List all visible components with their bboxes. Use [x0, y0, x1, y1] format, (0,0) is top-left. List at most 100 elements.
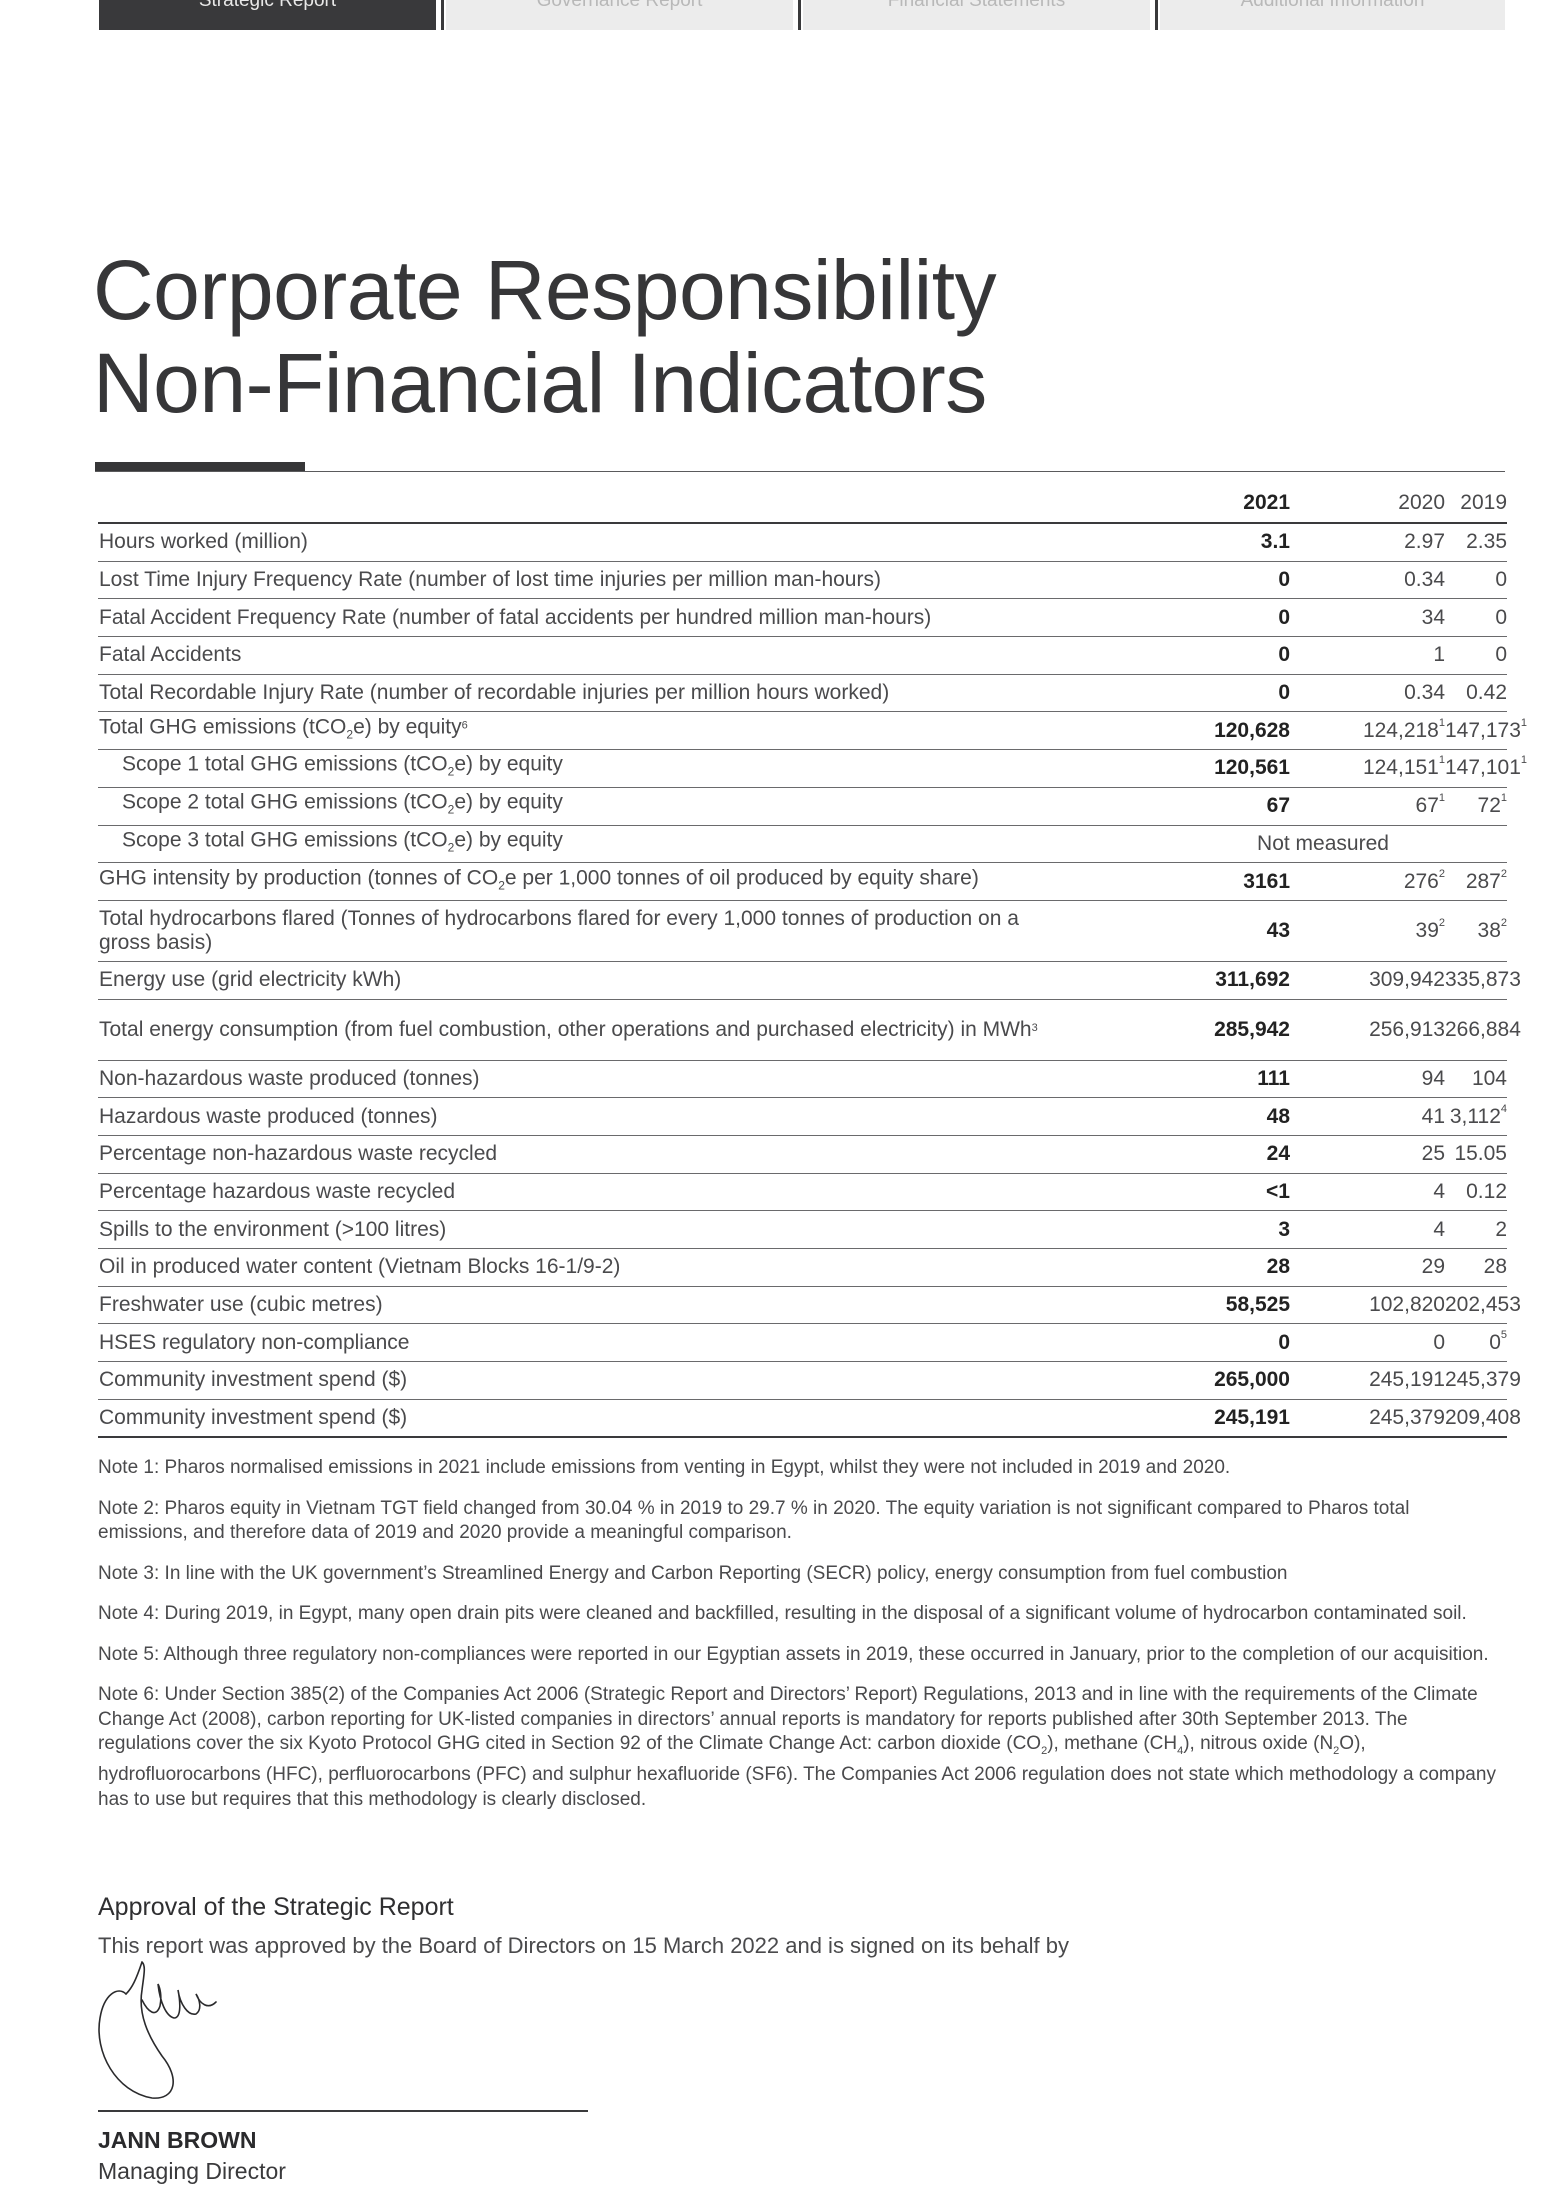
- value-2019: 05: [1489, 1328, 1507, 1354]
- row-label: Energy use (grid electricity kWh): [99, 968, 402, 992]
- note-2: Note 2: Pharos equity in Vietnam TGT fie…: [98, 1497, 1410, 1544]
- tab-financial-statements[interactable]: Financial Statements: [803, 0, 1150, 30]
- row-label: Total energy consumption (from fuel comb…: [99, 1017, 1038, 1041]
- tab-divider: [798, 0, 801, 30]
- table-body: Hours worked (million) 3.1 2.97 2.35 Lost Ti…: [98, 524, 1528, 1439]
- table-row: Scope 1 total GHG emissions (tCO2e) by e…: [98, 750, 1528, 788]
- value-2021: 120,561: [1214, 756, 1290, 780]
- table-row: Fatal Accidents 0 1 0: [98, 637, 1507, 675]
- title-accent-bar: [95, 462, 305, 471]
- value-2020: 29: [1421, 1255, 1445, 1279]
- note-4: Note 4: During 2019, in Egypt, many open…: [98, 1603, 1467, 1624]
- row-label: Community investment spend ($): [99, 1406, 408, 1430]
- value-2019: 2872: [1465, 867, 1507, 893]
- value-2019: 0: [1495, 605, 1507, 629]
- value-2021: 111: [1257, 1066, 1290, 1090]
- tab-divider: [441, 0, 444, 30]
- note-1: Note 1: Pharos normalised emissions in 2…: [98, 1457, 1231, 1478]
- row-label: Oil in produced water content (Vietnam B…: [99, 1255, 621, 1279]
- tab-governance-report[interactable]: Governance Report: [446, 0, 793, 30]
- value-2020: 94: [1421, 1066, 1445, 1090]
- value-2020: 2762: [1403, 867, 1445, 893]
- note-3: Note 3: In line with the UK government’s…: [98, 1562, 1288, 1584]
- row-label: Lost Time Injury Frequency Rate (number …: [99, 568, 881, 592]
- row-label: Hours worked (million): [99, 530, 308, 554]
- value-2019: 147,1731: [1445, 716, 1528, 742]
- value-2021: 285,942: [1214, 1017, 1290, 1041]
- row-label: Total hydrocarbons flared (Tonnes of hyd…: [99, 906, 1019, 954]
- tab-additional-information[interactable]: Additional Information: [1160, 0, 1505, 30]
- value-2021: 3161: [1243, 869, 1290, 893]
- row-label: GHG intensity by production (tonnes of C…: [99, 865, 979, 893]
- header-2020: 2020: [1398, 491, 1445, 514]
- tab-strategic-report[interactable]: Strategic Report: [99, 0, 436, 30]
- value-2020: 392: [1415, 916, 1445, 942]
- table-row: Energy use (grid electricity kWh) 311,692…: [98, 962, 1521, 1000]
- value-2021: 3.1: [1260, 530, 1290, 554]
- value-2020: 124,2181: [1362, 716, 1445, 742]
- table-row: Total Recordable Injury Rate (number of …: [98, 675, 1507, 713]
- value-2019: 721: [1477, 792, 1507, 818]
- row-label: Total GHG emissions (tCO2e) by equity6: [99, 715, 468, 742]
- table-header: 2021 2020 2019: [98, 483, 1507, 524]
- value-2021: 245,191: [1214, 1406, 1290, 1430]
- table-row: Spills to the environment (>100 litres) 3…: [98, 1211, 1507, 1249]
- signer-name: JANN BROWN: [98, 2127, 257, 2153]
- table-row: Non-hazardous waste produced (tonnes) 111…: [98, 1061, 1507, 1099]
- value-2021: 28: [1266, 1255, 1290, 1279]
- page-title-line-2: Non-Financial Indicators: [93, 336, 987, 430]
- value-2019: 3,1124: [1449, 1102, 1507, 1128]
- value-2020: 0.34: [1404, 681, 1445, 705]
- header-2021: 2021: [1243, 491, 1290, 514]
- value-2019: 0: [1495, 568, 1507, 592]
- page-title-line-1: Corporate Responsibility: [93, 243, 997, 337]
- value-2021: 0: [1278, 1330, 1290, 1354]
- page-title: Corporate Responsibility Non-Financial I…: [93, 243, 997, 430]
- value-2019: 147,1011: [1445, 754, 1528, 780]
- table-row: Oil in produced water content (Vietnam B…: [98, 1249, 1507, 1287]
- value-2019: 335,873: [1445, 968, 1521, 992]
- value-2021: 0: [1278, 643, 1290, 667]
- table-row: GHG intensity by production (tonnes of C…: [98, 863, 1507, 901]
- value-2020: 1: [1433, 643, 1445, 667]
- value-2020: 309,942: [1369, 968, 1445, 992]
- value-2019: 0.42: [1466, 681, 1507, 705]
- value-2021: 43: [1266, 918, 1290, 942]
- row-label: Hazardous waste produced (tonnes): [99, 1104, 438, 1128]
- row-label: Non-hazardous waste produced (tonnes): [99, 1066, 480, 1090]
- value-2020: 4: [1433, 1179, 1445, 1203]
- row-label: Freshwater use (cubic metres): [99, 1293, 383, 1317]
- table-row: HSES regulatory non-compliance 0 0 05: [98, 1324, 1507, 1363]
- row-label: Fatal Accidents: [99, 643, 242, 667]
- value-2021: 3: [1278, 1217, 1290, 1241]
- value-2021: 120,628: [1214, 718, 1290, 742]
- row-label: Spills to the environment (>100 litres): [99, 1217, 447, 1241]
- value-2020: 0: [1433, 1330, 1445, 1354]
- row-label: Scope 1 total GHG emissions (tCO2e) by e…: [122, 752, 563, 780]
- value-2019: 382: [1477, 916, 1507, 942]
- title-divider: [95, 471, 1505, 472]
- section-tabs: Strategic Report Governance Report Finan…: [99, 0, 1505, 30]
- value-2020: 124,1511: [1362, 754, 1445, 780]
- value-2019: 104: [1471, 1066, 1507, 1090]
- value-2020: 256,913: [1369, 1017, 1445, 1041]
- row-label: HSES regulatory non-compliance: [99, 1330, 410, 1354]
- value-2020: 41: [1421, 1104, 1445, 1128]
- value-2021: 265,000: [1214, 1368, 1290, 1392]
- row-label: Fatal Accident Frequency Rate (number of…: [99, 605, 932, 629]
- header-2019: 2019: [1460, 491, 1507, 514]
- table-row: Lost Time Injury Frequency Rate (number …: [98, 562, 1507, 600]
- value-2021: 48: [1266, 1104, 1290, 1128]
- table-row: Scope 3 total GHG emissions (tCO2e) by e…: [98, 826, 1507, 864]
- note-6: Note 6: Under Section 385(2) of the Comp…: [98, 1684, 1496, 1810]
- value-2019: 28: [1483, 1255, 1507, 1279]
- value-2021: 0: [1278, 605, 1290, 629]
- value-2020: 2.97: [1404, 530, 1445, 554]
- signature-image: [98, 1961, 217, 2099]
- value-2019: 2.35: [1466, 530, 1507, 554]
- indicators-table: 2021 2020 2019 Hours worked (million) 3.1…: [98, 483, 1528, 1439]
- table-row: Percentage non-hazardous waste recycled 2…: [98, 1136, 1507, 1174]
- value-2020: 671: [1415, 792, 1445, 818]
- table-row: Hours worked (million) 3.1 2.97 2.35: [98, 524, 1507, 562]
- value-2019: 245,379: [1445, 1368, 1521, 1392]
